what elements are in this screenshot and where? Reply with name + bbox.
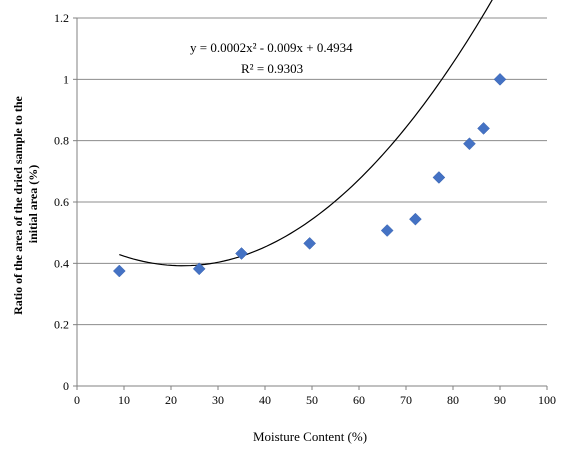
- y-tick-label: 0.4: [54, 256, 69, 270]
- y-tick-label: 1: [63, 72, 69, 86]
- y-tick-label: 1.2: [54, 11, 69, 25]
- data-point: [477, 122, 490, 135]
- data-point: [463, 137, 476, 151]
- x-axis-title: Moisture Content (%): [253, 429, 367, 444]
- x-tick-label: 20: [165, 393, 177, 407]
- trendline-group: [119, 0, 493, 267]
- data-point: [235, 247, 248, 260]
- equation-annotation: y = 0.0002x² - 0.009x + 0.4934: [190, 40, 353, 55]
- axes: 0 0.2 0.4 0.6 0.8 1 1.2 0 10 20 30 40 50 60 70 80 90 100: [54, 11, 556, 407]
- data-point: [192, 262, 206, 276]
- y-tick-label: 0.6: [54, 195, 69, 209]
- y-axis-title-line-2: initial area (%): [26, 165, 40, 243]
- y-tick-label: 0: [63, 379, 69, 393]
- x-tick-label: 40: [259, 393, 271, 407]
- x-tick-label: 60: [353, 393, 365, 407]
- data-point: [432, 171, 446, 184]
- x-tick-label: 0: [74, 393, 80, 407]
- y-axis-title: Ratio of the area of the dried sample to…: [11, 93, 40, 315]
- labels: y = 0.0002x² - 0.009x + 0.4934 R² = 0.93…: [11, 40, 367, 444]
- y-tick-label: 0.2: [54, 318, 69, 332]
- x-tick-label: 90: [494, 393, 506, 407]
- trendline: [119, 0, 493, 267]
- data-point: [112, 264, 126, 278]
- x-tick-label: 100: [538, 393, 556, 407]
- x-tick-label: 80: [447, 393, 459, 407]
- y-axis-title-line-1: Ratio of the area of the dried sample to…: [11, 95, 25, 314]
- data-point: [380, 224, 394, 237]
- gridlines: [77, 17, 547, 326]
- data-point: [409, 212, 422, 226]
- data-point: [303, 237, 317, 250]
- x-tick-label: 30: [212, 393, 224, 407]
- r-squared-annotation: R² = 0.9303: [241, 61, 303, 76]
- data-points: [112, 72, 507, 278]
- x-tick-label: 50: [306, 393, 318, 407]
- data-point: [493, 72, 507, 86]
- y-tick-label: 0.8: [54, 134, 69, 148]
- x-tick-label: 70: [400, 393, 412, 407]
- x-tick-label: 10: [118, 393, 130, 407]
